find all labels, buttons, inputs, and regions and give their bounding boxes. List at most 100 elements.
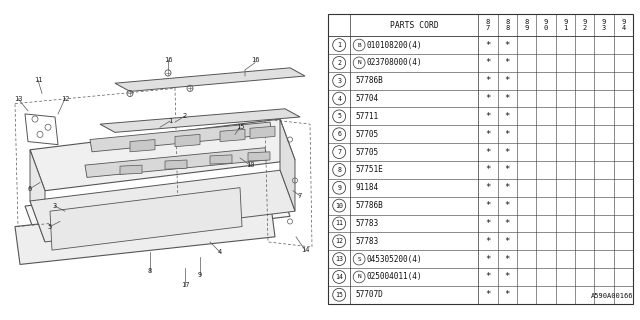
- Text: 8
8: 8 8: [505, 19, 509, 31]
- Polygon shape: [30, 119, 295, 191]
- Text: *: *: [485, 112, 491, 121]
- Text: 9
3: 9 3: [602, 19, 606, 31]
- Polygon shape: [15, 199, 275, 264]
- Text: 7: 7: [337, 149, 341, 155]
- Polygon shape: [100, 109, 300, 132]
- Text: *: *: [504, 41, 510, 50]
- Polygon shape: [50, 188, 242, 250]
- Polygon shape: [175, 134, 200, 147]
- Text: 4: 4: [337, 96, 341, 101]
- Text: *: *: [504, 130, 510, 139]
- Text: A590A00166: A590A00166: [591, 293, 633, 299]
- Text: *: *: [485, 201, 491, 210]
- Text: 15: 15: [236, 124, 244, 130]
- Text: 023708000(4): 023708000(4): [367, 58, 422, 68]
- Polygon shape: [165, 160, 187, 169]
- Text: 025004011(4): 025004011(4): [367, 272, 422, 281]
- Polygon shape: [250, 126, 275, 139]
- Text: 57705: 57705: [355, 148, 378, 156]
- Text: 12: 12: [61, 96, 69, 101]
- Text: *: *: [504, 76, 510, 85]
- Text: 3: 3: [53, 203, 57, 209]
- Text: N: N: [357, 275, 361, 279]
- Text: 57705: 57705: [355, 130, 378, 139]
- Text: 57711: 57711: [355, 112, 378, 121]
- Text: 8: 8: [148, 268, 152, 274]
- Text: *: *: [485, 219, 491, 228]
- Text: 2: 2: [183, 113, 187, 119]
- Text: *: *: [504, 237, 510, 246]
- Text: *: *: [504, 112, 510, 121]
- Text: *: *: [504, 219, 510, 228]
- Text: *: *: [504, 255, 510, 264]
- Text: 10: 10: [246, 162, 254, 168]
- Text: *: *: [485, 58, 491, 68]
- Text: 16: 16: [164, 57, 172, 63]
- Text: N: N: [357, 60, 361, 65]
- Text: 14: 14: [335, 274, 343, 280]
- Text: 1: 1: [337, 42, 341, 48]
- Text: PARTS CORD: PARTS CORD: [390, 21, 438, 30]
- Text: 14: 14: [301, 247, 309, 253]
- Text: 2: 2: [337, 60, 341, 66]
- Text: 8
7: 8 7: [486, 19, 490, 31]
- Text: 9: 9: [198, 272, 202, 278]
- Text: *: *: [504, 165, 510, 174]
- Polygon shape: [30, 150, 45, 242]
- Text: 045305200(4): 045305200(4): [367, 255, 422, 264]
- Text: 10: 10: [335, 203, 343, 209]
- Text: 91184: 91184: [355, 183, 378, 192]
- Polygon shape: [280, 119, 295, 211]
- Text: 4: 4: [218, 249, 222, 255]
- Text: *: *: [485, 94, 491, 103]
- Text: *: *: [485, 290, 491, 299]
- Text: 57786B: 57786B: [355, 201, 383, 210]
- Polygon shape: [248, 152, 270, 161]
- Polygon shape: [115, 68, 305, 92]
- Polygon shape: [220, 129, 245, 141]
- Polygon shape: [30, 170, 295, 242]
- Text: 6: 6: [28, 186, 32, 192]
- Text: 57783: 57783: [355, 237, 378, 246]
- Text: 11: 11: [335, 220, 343, 227]
- Text: 9
2: 9 2: [582, 19, 587, 31]
- Text: *: *: [485, 183, 491, 192]
- Text: 13: 13: [13, 96, 22, 101]
- Text: 57751E: 57751E: [355, 165, 383, 174]
- Text: *: *: [504, 148, 510, 156]
- Text: 5: 5: [48, 224, 52, 229]
- Text: 17: 17: [180, 282, 189, 288]
- Polygon shape: [25, 175, 290, 247]
- Text: *: *: [504, 201, 510, 210]
- Text: *: *: [485, 130, 491, 139]
- Text: 7: 7: [298, 193, 302, 199]
- Text: 16: 16: [251, 57, 259, 63]
- Text: 8: 8: [337, 167, 341, 173]
- Polygon shape: [120, 165, 142, 174]
- Text: 8
9: 8 9: [524, 19, 529, 31]
- Text: *: *: [485, 76, 491, 85]
- Text: *: *: [485, 165, 491, 174]
- Text: 3: 3: [337, 78, 341, 84]
- Text: 13: 13: [335, 256, 343, 262]
- Text: *: *: [485, 237, 491, 246]
- Text: *: *: [485, 41, 491, 50]
- Text: *: *: [504, 94, 510, 103]
- Text: *: *: [485, 272, 491, 281]
- Text: S: S: [357, 257, 361, 261]
- Polygon shape: [130, 140, 155, 152]
- Polygon shape: [85, 148, 267, 177]
- Text: 9: 9: [337, 185, 341, 191]
- Text: 010108200(4): 010108200(4): [367, 41, 422, 50]
- Text: 5: 5: [337, 113, 341, 119]
- Polygon shape: [90, 122, 272, 152]
- Text: 6: 6: [337, 131, 341, 137]
- Text: 9
1: 9 1: [563, 19, 568, 31]
- Text: 9
0: 9 0: [544, 19, 548, 31]
- Text: 15: 15: [335, 292, 343, 298]
- Text: 12: 12: [335, 238, 343, 244]
- Text: *: *: [504, 58, 510, 68]
- Text: 11: 11: [34, 77, 42, 83]
- Text: 57704: 57704: [355, 94, 378, 103]
- Text: 57783: 57783: [355, 219, 378, 228]
